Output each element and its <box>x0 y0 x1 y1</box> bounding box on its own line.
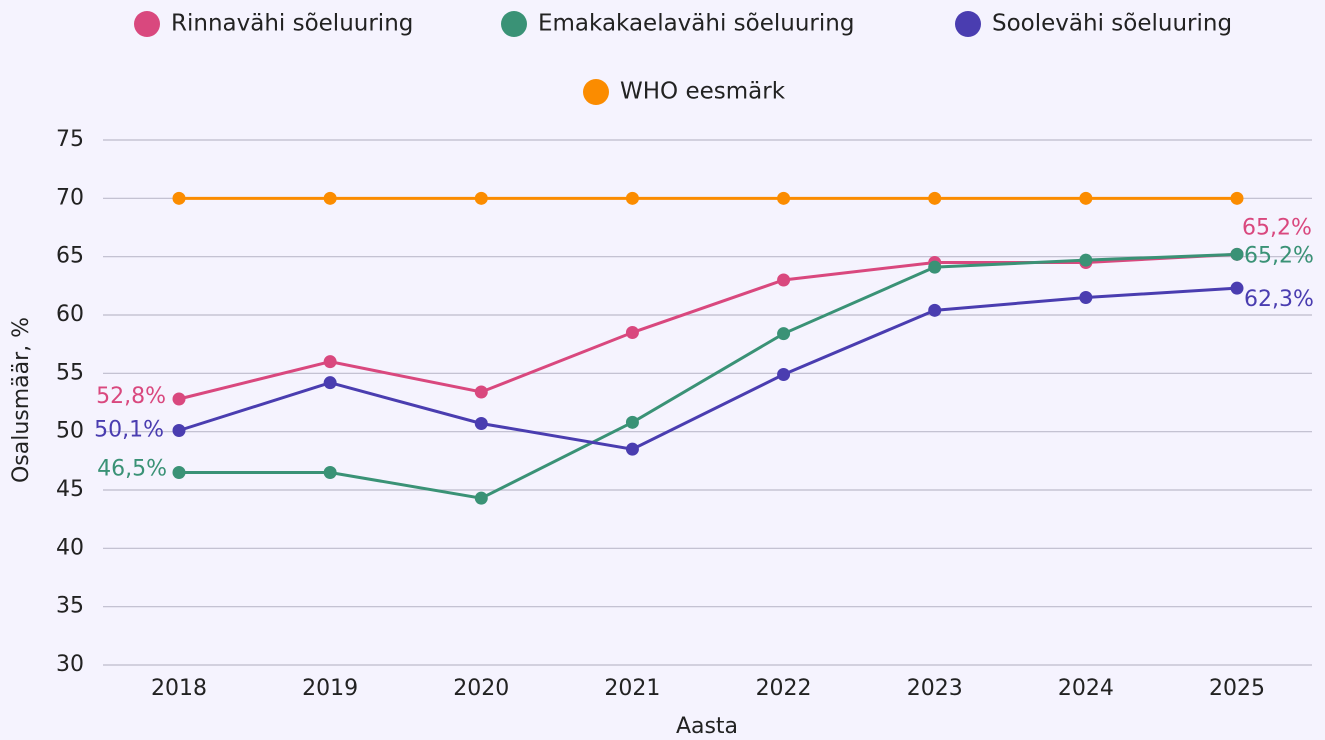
data-point <box>1230 191 1244 205</box>
series-line <box>179 252 1238 500</box>
data-point <box>625 442 639 456</box>
data-point <box>474 417 488 430</box>
y-tick-label: 45 <box>56 477 84 502</box>
x-tick-label: 2022 <box>756 676 812 701</box>
data-point <box>172 392 186 406</box>
data-label: 65,2% <box>1242 215 1312 240</box>
y-axis-title: Osalusmäär, % <box>9 317 34 483</box>
data-point <box>474 491 488 505</box>
x-tick-label: 2024 <box>1058 676 1114 701</box>
x-tick-label: 2021 <box>604 676 660 701</box>
legend-swatch <box>583 79 609 105</box>
data-point <box>625 415 639 429</box>
data-point <box>1230 247 1244 261</box>
data-label: 62,3% <box>1244 287 1314 312</box>
data-point <box>928 191 942 205</box>
data-point <box>777 368 791 381</box>
data-point <box>777 327 791 341</box>
data-point <box>1230 281 1244 295</box>
legend-swatch <box>134 11 160 37</box>
data-point <box>172 191 186 205</box>
data-point <box>172 424 186 437</box>
series-line <box>178 286 1238 451</box>
data-point <box>777 273 791 287</box>
x-tick-label: 2023 <box>907 676 963 701</box>
legend-label: Rinnavähi sõeluuring <box>171 11 413 37</box>
y-tick-label: 50 <box>56 419 84 444</box>
y-tick-label: 55 <box>56 360 84 385</box>
y-tick-label: 30 <box>56 652 84 677</box>
data-point <box>777 191 791 205</box>
x-tick-label: 2020 <box>453 676 509 701</box>
data-point <box>474 385 488 399</box>
y-tick-label: 75 <box>56 127 84 152</box>
data-label: 52,8% <box>96 384 166 409</box>
data-point <box>323 466 337 479</box>
x-tick-label: 2018 <box>151 676 207 701</box>
data-point <box>323 376 337 390</box>
data-point <box>474 191 488 205</box>
data-point <box>323 191 337 205</box>
legend-swatch <box>501 11 527 37</box>
legend-label: Soolevähi sõeluuring <box>992 11 1232 37</box>
y-tick-label: 40 <box>56 535 84 560</box>
legend-label: Emakakaelavähi sõeluuring <box>538 11 854 37</box>
data-point <box>928 260 942 274</box>
y-tick-label: 35 <box>56 594 84 619</box>
legend-swatch <box>955 11 981 37</box>
legend-label: WHO eesmärk <box>620 79 786 105</box>
data-point <box>625 326 639 339</box>
data-label: 46,5% <box>97 457 167 482</box>
x-tick-label: 2019 <box>302 676 358 701</box>
x-axis-title: Aasta <box>676 714 738 739</box>
x-tick-label: 2025 <box>1209 676 1265 701</box>
y-tick-label: 70 <box>56 185 84 210</box>
data-point <box>625 191 639 205</box>
y-tick-label: 65 <box>56 244 84 269</box>
data-label: 65,2% <box>1244 243 1314 268</box>
data-label: 50,1% <box>94 418 164 443</box>
data-point <box>1079 253 1093 267</box>
data-point <box>1079 291 1093 304</box>
data-point <box>928 303 942 317</box>
data-point <box>323 355 337 369</box>
data-point <box>172 466 186 479</box>
y-tick-label: 60 <box>56 302 84 327</box>
data-point <box>1079 191 1093 205</box>
